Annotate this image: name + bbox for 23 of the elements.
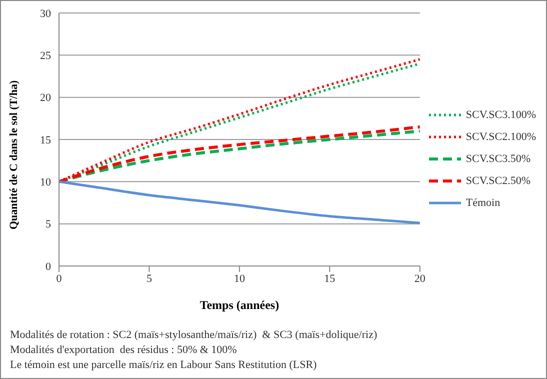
- legend-label: SCV.SC3.100%: [466, 108, 536, 120]
- x-tick-label: 5: [146, 272, 152, 285]
- y-axis-title: Quantité de C dans le sol (T/ha): [8, 80, 20, 230]
- text: Le témoin est une parcelle maïs/riz en Labour Sans Restitution (LSR): [10, 358, 318, 373]
- x-tick-label: 15: [324, 272, 336, 285]
- y-tick-label: 10: [40, 176, 52, 189]
- y-tick-label: 20: [40, 92, 52, 104]
- legend-label: SCV.SC2.100%: [466, 130, 536, 142]
- x-tick-label: 0: [56, 272, 62, 285]
- y-tick-label: 25: [40, 50, 52, 62]
- y-tick-label: 30: [40, 8, 52, 20]
- y-tick-label: 5: [46, 218, 52, 231]
- x-axis-title: Temps (années): [200, 298, 280, 312]
- y-tick-label: 15: [40, 134, 52, 146]
- legend-label: Témoin: [466, 196, 500, 208]
- line-series: [59, 180, 420, 224]
- x-tick-label: 10: [234, 272, 246, 285]
- legend-label: SCV.SC3.50%: [466, 152, 530, 164]
- legend-label: SCV.SC2.50%: [466, 174, 530, 186]
- y-tick-label: 0: [46, 260, 52, 273]
- x-tick-label: 20: [414, 272, 426, 285]
- text: Modalités d'exportation des résidus : 50% & 100%: [10, 343, 238, 358]
- text: Modalités de rotation : SC2 (maïs+stylosanthe/maïs/riz) & SC3 (maïs+dolique/riz): [10, 328, 378, 343]
